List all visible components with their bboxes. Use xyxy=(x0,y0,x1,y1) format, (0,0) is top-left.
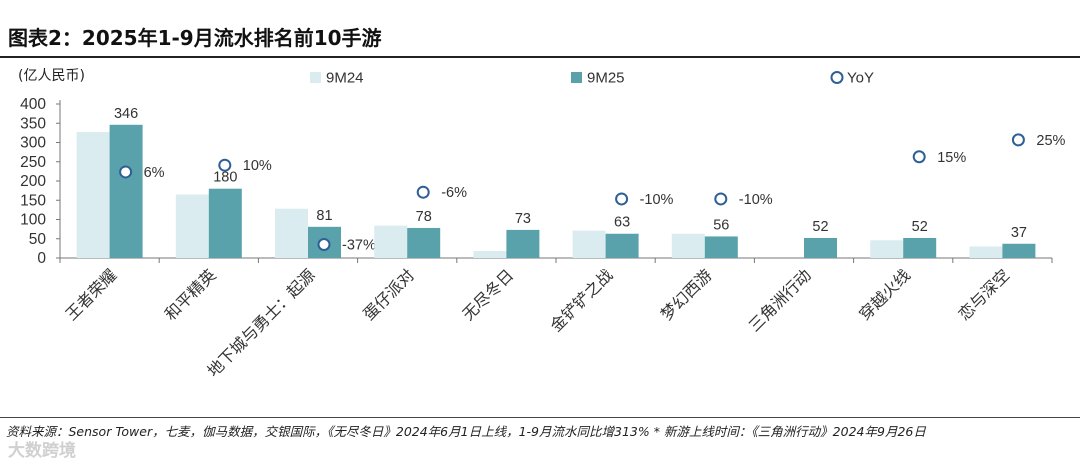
bar-9m24 xyxy=(473,251,507,258)
legend-label-9m24: 9M24 xyxy=(326,70,364,87)
bar-9m24 xyxy=(671,233,705,258)
source-note: 资料来源：Sensor Tower，七麦，伽马数据，交银国际，《无尽冬日》202… xyxy=(6,424,926,439)
yoy-marker xyxy=(1011,133,1025,147)
bar-9m25 xyxy=(407,227,441,258)
yoy-marker xyxy=(615,192,629,206)
chart-title: 图表2：2025年1-9月流水排名前10手游 xyxy=(8,26,382,50)
bar-9m25 xyxy=(208,188,242,258)
yoy-label: -10% xyxy=(739,192,773,208)
title-divider xyxy=(0,56,1080,58)
x-category-label: 蛋仔派对 xyxy=(359,265,418,324)
data-label-9m25: 63 xyxy=(614,215,630,231)
y-unit-label: (亿人民币) xyxy=(18,68,85,84)
yoy-label: 15% xyxy=(937,150,966,166)
y-tick-label: 50 xyxy=(29,231,47,248)
legend-swatch-9m25 xyxy=(571,72,582,83)
bar-9m25 xyxy=(903,237,937,258)
x-category-label: 恋与深空 xyxy=(955,265,1014,324)
bar-9m25 xyxy=(804,237,837,258)
watermark: 大数跨境 xyxy=(8,441,76,461)
yoy-label: -10% xyxy=(640,192,674,208)
bar-9m24 xyxy=(374,225,408,258)
x-category-label: 地下城与勇士：起源 xyxy=(204,265,319,380)
y-tick-label: 150 xyxy=(20,192,46,209)
yoy-label: 6% xyxy=(144,165,165,181)
x-category-label: 金铲铲之战 xyxy=(546,265,616,335)
y-tick-label: 350 xyxy=(20,115,46,132)
data-label-9m25: 52 xyxy=(912,219,928,235)
x-category-label: 三角洲行动 xyxy=(745,265,815,335)
bar-9m24 xyxy=(76,132,110,258)
yoy-marker xyxy=(714,192,728,206)
y-tick-label: 300 xyxy=(20,135,46,152)
bar-chart: (亿人民币) 9M24 9M25 YoY 0 50 100 150 200 250 300 350 40… xyxy=(18,68,1066,381)
footer-divider xyxy=(0,417,1080,418)
y-tick-label: 100 xyxy=(20,212,46,229)
data-label-9m25: 52 xyxy=(812,219,828,235)
bar-9m24 xyxy=(870,240,904,258)
legend-label-yoy: YoY xyxy=(847,70,874,87)
data-label-9m25: 81 xyxy=(316,208,332,224)
data-label-9m25: 37 xyxy=(1011,225,1027,241)
legend-label-9m25: 9M25 xyxy=(587,70,625,87)
yoy-marker xyxy=(218,158,232,172)
y-tick-label: 400 xyxy=(20,96,46,113)
yoy-label: 10% xyxy=(243,158,272,174)
data-label-9m25: 78 xyxy=(416,209,432,225)
data-label-9m25: 180 xyxy=(213,170,237,186)
y-tick-label: 200 xyxy=(20,173,46,190)
yoy-marker xyxy=(912,150,926,164)
bar-9m25 xyxy=(109,124,143,258)
x-category-label: 和平精英 xyxy=(161,265,220,324)
x-category-label: 王者荣耀 xyxy=(62,265,121,324)
x-category-label: 梦幻西游 xyxy=(657,265,716,324)
bar-9m25 xyxy=(1002,243,1036,258)
yoy-label: 25% xyxy=(1036,133,1065,149)
bar-9m24 xyxy=(275,208,308,258)
x-category-label: 穿越火线 xyxy=(855,265,914,324)
yoy-marker xyxy=(317,238,331,251)
yoy-marker xyxy=(119,165,133,179)
yoy-label: -6% xyxy=(441,185,467,201)
bar-9m24 xyxy=(175,194,209,258)
legend-swatch-9m24 xyxy=(310,72,321,83)
y-tick-label: 250 xyxy=(20,154,46,171)
bar-9m25 xyxy=(506,229,540,258)
yoy-label: -37% xyxy=(342,238,376,254)
yoy-marker xyxy=(416,185,430,199)
data-label-9m25: 73 xyxy=(515,211,531,227)
x-category-label: 无尽冬日 xyxy=(459,265,518,324)
bar-9m25 xyxy=(704,236,738,258)
bar-9m24 xyxy=(572,230,606,258)
y-tick-label: 0 xyxy=(37,250,46,267)
legend-marker-yoy xyxy=(830,71,844,84)
bar-9m25 xyxy=(605,233,639,258)
bar-9m24 xyxy=(969,246,1003,258)
data-label-9m25: 56 xyxy=(713,217,729,233)
data-label-9m25: 346 xyxy=(114,106,138,122)
